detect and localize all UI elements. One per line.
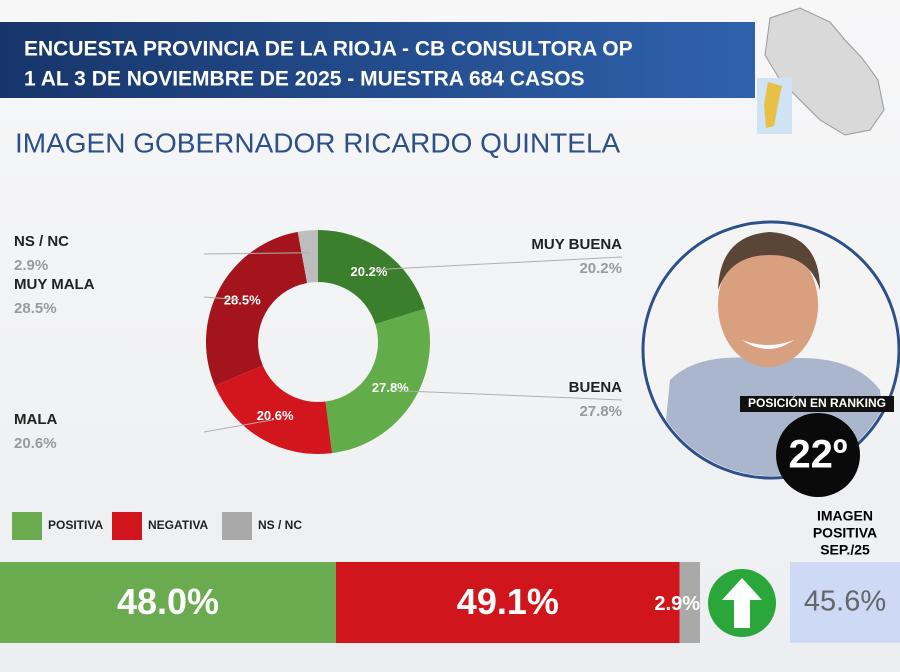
header-band	[0, 22, 755, 98]
slice-label: 20.2%	[351, 264, 388, 279]
category-value: 20.2%	[579, 260, 622, 277]
legend-swatch	[222, 512, 252, 540]
legend-swatch	[112, 512, 142, 540]
photo-hair	[718, 232, 820, 290]
category-label: NS / NC	[14, 233, 69, 250]
header-line: 1 AL 3 DE NOVIEMBRE DE 2025 - MUESTRA 68…	[24, 68, 585, 91]
bar-segment	[336, 562, 680, 643]
comparison-box	[790, 562, 900, 643]
photo	[645, 224, 897, 476]
comparison-title: IMAGEN	[817, 508, 873, 524]
slice-label: 20.6%	[257, 408, 294, 423]
donut-slice	[318, 230, 425, 325]
donut-slice	[206, 231, 308, 386]
donut-slice	[297, 230, 318, 283]
category-label: MUY BUENA	[531, 236, 622, 253]
subtitle: IMAGEN GOBERNADOR RICARDO QUINTELA	[15, 127, 621, 158]
bar-label: 2.9%	[654, 593, 700, 615]
category-label: MUY MALA	[14, 276, 95, 293]
slice-label: 28.5%	[224, 293, 261, 308]
leader-line	[393, 389, 623, 401]
category-value: 20.6%	[14, 435, 57, 452]
comparison-title: SEP./25	[820, 542, 870, 558]
comparison-title: POSITIVA	[813, 525, 877, 541]
ranking-band	[740, 396, 894, 412]
donut-slice	[325, 308, 430, 454]
slice-label: 27.8%	[372, 380, 409, 395]
photo-face	[718, 243, 818, 367]
legend-label: NEGATIVA	[148, 518, 209, 532]
category-label: MALA	[14, 411, 57, 428]
ranking-label: POSICIÓN EN RANKING	[748, 395, 886, 410]
leader-line	[203, 419, 274, 433]
bar-segment	[0, 562, 336, 643]
bar-label: 49.1%	[457, 581, 559, 622]
comparison-value: 45.6%	[804, 586, 886, 618]
ranking-badge	[776, 413, 860, 497]
category-label: BUENA	[569, 379, 623, 396]
bar-label: 48.0%	[117, 581, 219, 622]
leader-line	[371, 256, 623, 271]
ranking-position: 22º	[788, 433, 847, 477]
header-line: ENCUESTA PROVINCIA DE LA RIOJA - CB CONS…	[24, 38, 633, 61]
legend-label: NS / NC	[258, 518, 302, 532]
country-shape	[764, 82, 782, 128]
trend-arrow	[722, 578, 762, 628]
category-value: 28.5%	[14, 300, 57, 317]
legend-swatch	[12, 512, 42, 540]
photo-smile	[742, 340, 794, 349]
leader-line	[203, 252, 310, 255]
leader-line	[203, 296, 240, 301]
donut-slice	[214, 365, 333, 454]
category-value: 2.9%	[14, 257, 48, 274]
category-value: 27.8%	[579, 403, 622, 420]
bar-segment	[679, 562, 700, 643]
legend-label: POSITIVA	[48, 518, 103, 532]
